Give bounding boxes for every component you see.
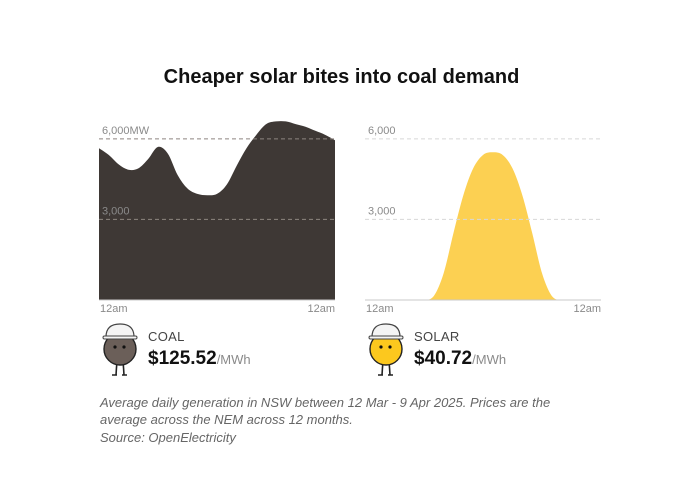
solar-price: $40.72/MWh (414, 348, 506, 370)
chart-title: Cheaper solar bites into coal demand (163, 66, 520, 88)
coal-price-value: $125.52 (148, 348, 217, 369)
solar-area (365, 152, 601, 301)
coal-price: $125.52/MWh (148, 348, 251, 370)
coal-label: COAL (148, 329, 185, 344)
coal-x-tick-label: 12am (100, 303, 128, 315)
coal-price-unit: /MWh (216, 352, 251, 367)
coal-y-tick-label: 6,000MW (102, 125, 150, 137)
solar-y-tick-label: 6,000 (368, 125, 396, 137)
solar-mascot-icon (368, 323, 404, 376)
solar-chart: 3,000 6,000 12am 12am (365, 125, 601, 315)
coal-y-tick-label: 3,000 (102, 205, 130, 217)
coal-x-tick-label: 12am (307, 303, 335, 315)
solar-x-tick-label: 12am (366, 303, 394, 315)
coal-chart: 3,000 6,000MW 12am 12am (99, 121, 335, 315)
coal-mascot-icon (102, 323, 138, 376)
solar-label: SOLAR (414, 329, 460, 344)
solar-y-tick-label: 3,000 (368, 205, 396, 217)
solar-price-unit: /MWh (472, 352, 507, 367)
coal-area (99, 121, 335, 300)
chart-source: Source: OpenElectricity (100, 430, 236, 445)
chart-caption: Average daily generation in NSW between … (100, 395, 551, 427)
solar-price-value: $40.72 (414, 348, 473, 369)
solar-x-tick-label: 12am (573, 303, 601, 315)
